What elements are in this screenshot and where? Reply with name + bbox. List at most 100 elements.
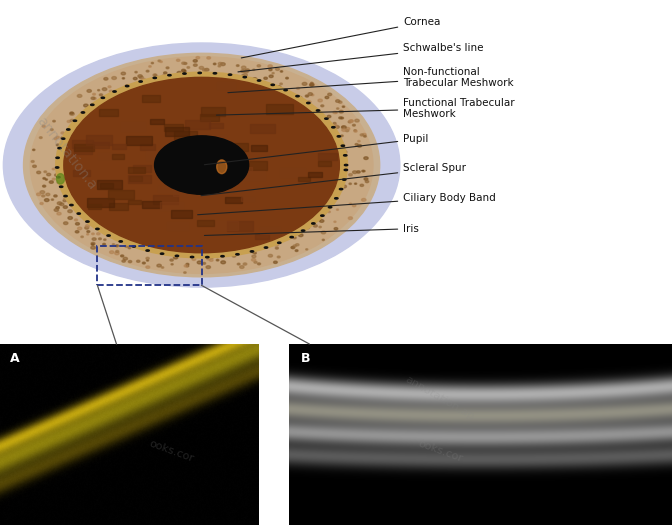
- Bar: [157, 173, 171, 178]
- Ellipse shape: [186, 265, 189, 267]
- Bar: [165, 127, 189, 135]
- Ellipse shape: [305, 219, 310, 223]
- Ellipse shape: [231, 78, 235, 81]
- Ellipse shape: [85, 225, 89, 227]
- Ellipse shape: [62, 148, 67, 151]
- Bar: [97, 180, 122, 188]
- Ellipse shape: [43, 177, 46, 179]
- Ellipse shape: [90, 219, 95, 222]
- Ellipse shape: [278, 242, 281, 244]
- Ellipse shape: [78, 121, 81, 123]
- Ellipse shape: [228, 74, 232, 76]
- Ellipse shape: [63, 140, 66, 142]
- Bar: [209, 123, 224, 128]
- Ellipse shape: [237, 263, 240, 265]
- Ellipse shape: [84, 104, 88, 107]
- Ellipse shape: [93, 93, 95, 95]
- Ellipse shape: [173, 256, 178, 259]
- Ellipse shape: [54, 208, 58, 212]
- Ellipse shape: [99, 94, 103, 96]
- Ellipse shape: [328, 93, 332, 96]
- Ellipse shape: [175, 255, 179, 257]
- Ellipse shape: [355, 183, 357, 184]
- Ellipse shape: [91, 244, 94, 245]
- Ellipse shape: [184, 70, 186, 72]
- Ellipse shape: [224, 254, 228, 256]
- Ellipse shape: [194, 64, 197, 66]
- Ellipse shape: [56, 157, 59, 159]
- Ellipse shape: [327, 116, 331, 118]
- Ellipse shape: [200, 253, 204, 255]
- Ellipse shape: [64, 222, 68, 225]
- Bar: [129, 176, 142, 181]
- Ellipse shape: [149, 249, 152, 250]
- Bar: [204, 135, 226, 143]
- Ellipse shape: [110, 234, 115, 236]
- Ellipse shape: [334, 221, 336, 223]
- Bar: [173, 164, 187, 169]
- Ellipse shape: [126, 243, 128, 244]
- Ellipse shape: [185, 252, 190, 255]
- Bar: [153, 195, 178, 204]
- Ellipse shape: [358, 141, 360, 142]
- Ellipse shape: [70, 112, 73, 114]
- Ellipse shape: [120, 255, 124, 257]
- Ellipse shape: [61, 137, 64, 139]
- Ellipse shape: [170, 259, 173, 261]
- Ellipse shape: [362, 133, 366, 135]
- Ellipse shape: [102, 88, 107, 91]
- Ellipse shape: [206, 256, 209, 258]
- Ellipse shape: [268, 65, 272, 68]
- Bar: [238, 167, 253, 173]
- Text: Non-functional
Trabecular Meshwork: Non-functional Trabecular Meshwork: [228, 67, 514, 92]
- Ellipse shape: [341, 169, 345, 172]
- Ellipse shape: [146, 260, 149, 261]
- Ellipse shape: [280, 71, 283, 72]
- Ellipse shape: [57, 212, 61, 215]
- Ellipse shape: [108, 86, 111, 88]
- Bar: [241, 161, 267, 170]
- Bar: [185, 120, 210, 129]
- Ellipse shape: [354, 130, 357, 132]
- Ellipse shape: [67, 120, 71, 122]
- Ellipse shape: [157, 76, 159, 78]
- Ellipse shape: [245, 69, 249, 71]
- Ellipse shape: [194, 59, 198, 62]
- Ellipse shape: [172, 251, 174, 253]
- Ellipse shape: [332, 127, 335, 128]
- Ellipse shape: [295, 250, 298, 251]
- Text: B: B: [300, 352, 310, 365]
- Ellipse shape: [333, 136, 338, 139]
- Text: A: A: [10, 352, 20, 365]
- Ellipse shape: [157, 264, 161, 267]
- Bar: [142, 96, 160, 102]
- Ellipse shape: [323, 239, 325, 240]
- Ellipse shape: [122, 260, 125, 262]
- Ellipse shape: [337, 209, 339, 211]
- Ellipse shape: [216, 252, 219, 254]
- Ellipse shape: [33, 165, 36, 167]
- Ellipse shape: [290, 236, 294, 238]
- Bar: [73, 170, 91, 176]
- Ellipse shape: [319, 226, 321, 228]
- Ellipse shape: [235, 76, 240, 79]
- Ellipse shape: [303, 102, 307, 104]
- Ellipse shape: [251, 251, 254, 252]
- Ellipse shape: [129, 86, 132, 88]
- Bar: [146, 151, 171, 160]
- Ellipse shape: [56, 174, 65, 184]
- Bar: [212, 220, 239, 230]
- Ellipse shape: [77, 227, 82, 230]
- Ellipse shape: [206, 266, 210, 269]
- Ellipse shape: [108, 230, 112, 233]
- Bar: [191, 139, 211, 145]
- Ellipse shape: [278, 256, 280, 258]
- Ellipse shape: [216, 259, 219, 261]
- Ellipse shape: [119, 241, 122, 242]
- Ellipse shape: [107, 235, 110, 236]
- Ellipse shape: [354, 130, 356, 131]
- Ellipse shape: [340, 166, 345, 170]
- Bar: [240, 171, 265, 180]
- Ellipse shape: [362, 170, 364, 172]
- Ellipse shape: [343, 151, 347, 153]
